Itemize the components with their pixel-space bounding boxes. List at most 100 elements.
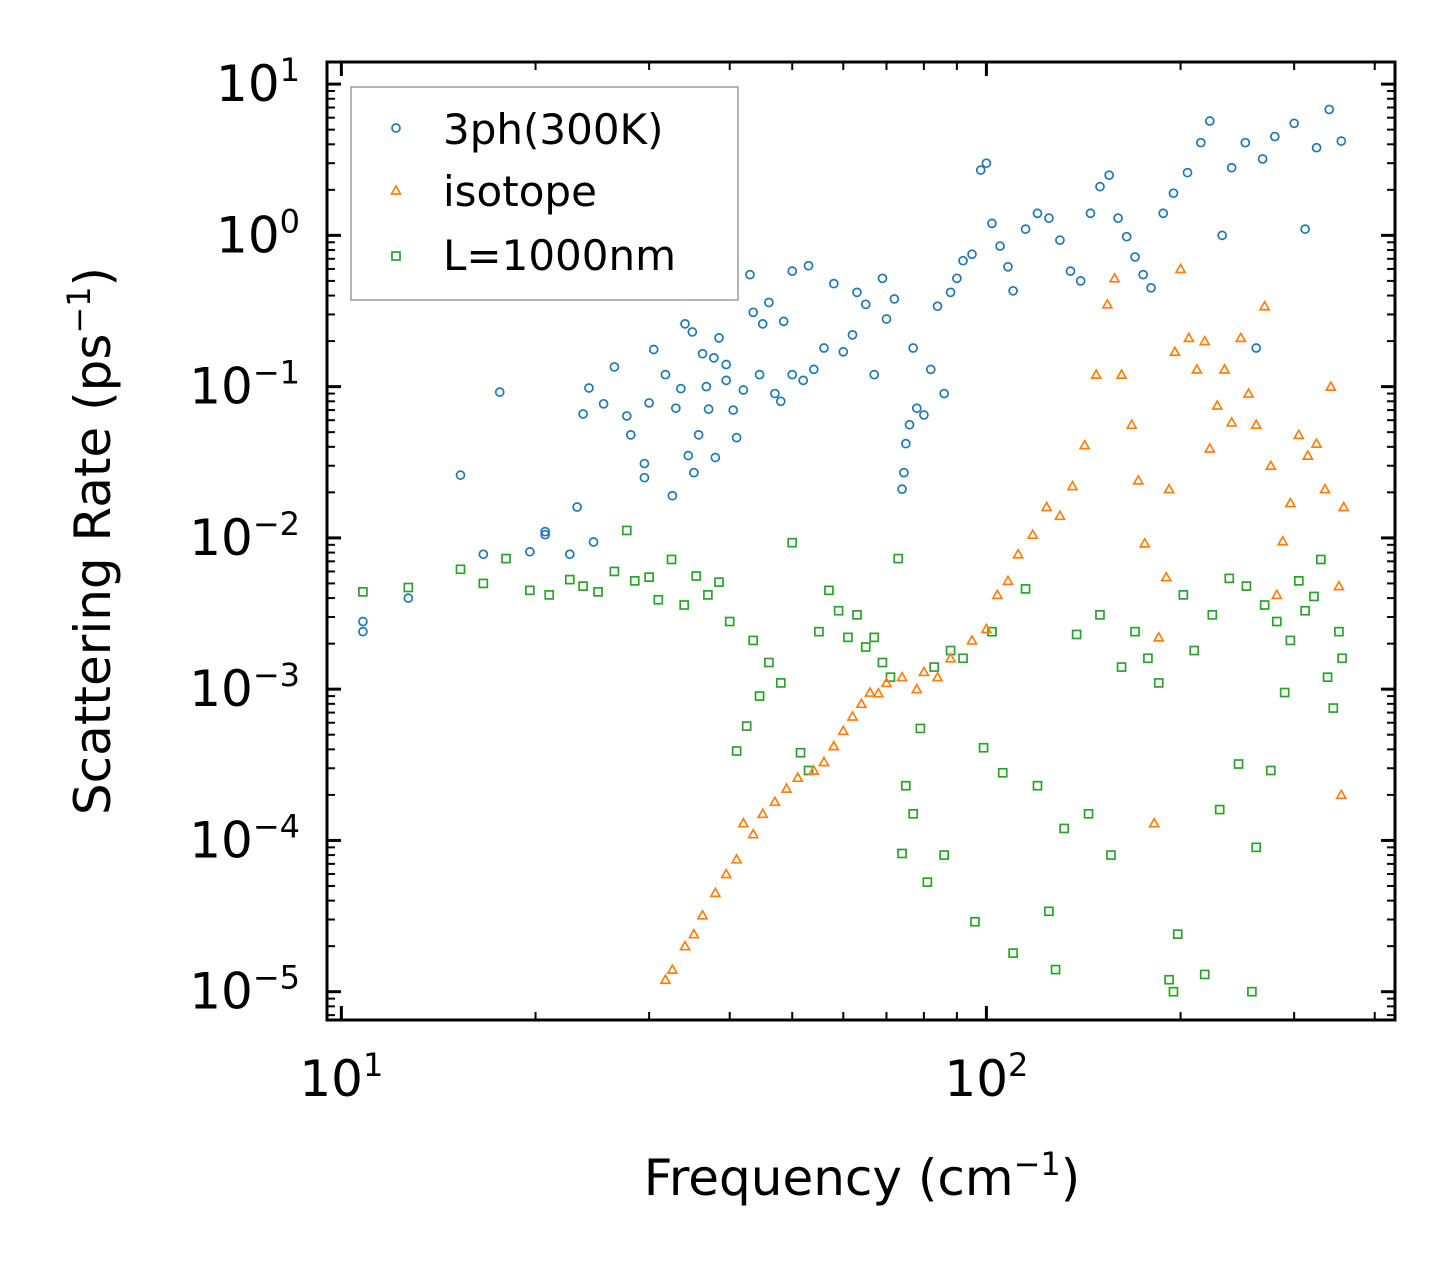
triangle-point xyxy=(1138,537,1151,548)
triangle-point xyxy=(1152,631,1165,642)
circle-point xyxy=(900,438,911,449)
square-point xyxy=(869,632,880,643)
square-point xyxy=(609,566,620,577)
circle-point xyxy=(1003,261,1013,272)
circle-point xyxy=(1195,137,1206,148)
square-point xyxy=(1143,653,1153,664)
circle-point xyxy=(754,369,765,380)
circle-point xyxy=(660,369,671,380)
circle-point xyxy=(787,266,798,277)
circle-point xyxy=(701,381,712,392)
triangle-point xyxy=(696,909,709,920)
square-point xyxy=(621,525,632,536)
circle-point xyxy=(787,369,798,380)
circle-point xyxy=(869,369,880,380)
circle-point xyxy=(670,403,681,414)
square-point xyxy=(691,571,702,581)
circle-point xyxy=(1055,235,1065,245)
circle-point xyxy=(639,472,650,483)
circle-point xyxy=(621,411,632,421)
legend-label-isotope: isotope xyxy=(443,167,597,216)
triangle-point xyxy=(1026,528,1039,540)
circle-point xyxy=(847,329,858,340)
circle-point xyxy=(403,593,414,603)
circle-point xyxy=(703,404,714,414)
square-point xyxy=(403,582,414,593)
square-point xyxy=(1071,629,1082,640)
triangle-point xyxy=(1319,482,1332,494)
triangle-point xyxy=(1101,298,1114,309)
circle-point xyxy=(1044,213,1054,223)
circle-point xyxy=(911,403,922,414)
circle-point xyxy=(693,430,704,440)
triangle-point xyxy=(880,676,893,688)
circle-point xyxy=(1204,116,1215,126)
circle-point xyxy=(697,348,708,359)
square-point xyxy=(997,767,1008,778)
circle-point xyxy=(775,396,786,407)
circle-point xyxy=(778,316,789,327)
circle-point xyxy=(358,616,368,627)
circle-point xyxy=(683,450,694,461)
square-point xyxy=(1271,616,1282,627)
square-point xyxy=(915,723,926,734)
square-point xyxy=(1316,554,1326,565)
circle-point xyxy=(1168,188,1179,199)
triangle-point xyxy=(1002,574,1014,586)
circle-point xyxy=(1130,252,1140,262)
square-point xyxy=(1224,573,1235,584)
circle-point xyxy=(757,319,768,329)
square-point xyxy=(1008,948,1018,958)
triangle-point xyxy=(1168,345,1181,357)
series-square xyxy=(358,525,1347,997)
square-point xyxy=(922,877,933,887)
square-point xyxy=(970,916,980,927)
circle-point xyxy=(358,626,368,637)
square-point xyxy=(724,616,735,627)
square-point xyxy=(1095,609,1105,620)
legend-frame xyxy=(350,86,739,301)
circle-point xyxy=(1182,167,1193,178)
circle-point xyxy=(648,344,659,355)
circle-point xyxy=(908,343,919,353)
triangle-point xyxy=(872,686,885,698)
triangle-point xyxy=(1292,428,1305,440)
triangle-point xyxy=(720,867,733,879)
square-point xyxy=(893,553,904,564)
circle-point xyxy=(728,405,739,415)
legend-marker-3ph xyxy=(391,123,401,133)
circle-point xyxy=(1146,282,1156,293)
square-point xyxy=(578,581,588,591)
square-point xyxy=(544,590,555,600)
circle-point xyxy=(987,218,997,229)
circle-point xyxy=(995,241,1005,251)
circle-point xyxy=(852,287,862,298)
square-point xyxy=(1164,974,1174,985)
square-point xyxy=(1116,662,1127,672)
triangle-point xyxy=(1335,788,1348,800)
triangle-point xyxy=(1174,262,1187,274)
circle-point xyxy=(598,398,609,409)
triangle-point xyxy=(1078,438,1091,450)
triangle-point xyxy=(1012,547,1025,559)
circle-point xyxy=(625,430,636,440)
circle-point xyxy=(1251,343,1262,353)
square-point xyxy=(775,678,786,688)
square-point xyxy=(877,657,888,668)
circle-point xyxy=(689,467,699,478)
circle-point xyxy=(967,249,977,260)
circle-point xyxy=(958,255,968,266)
triangle-point xyxy=(931,670,944,682)
circle-point xyxy=(540,529,551,540)
triangle-point xyxy=(864,686,876,697)
circle-point xyxy=(540,526,551,537)
triangle-point xyxy=(827,739,840,751)
legend-marker-l1000nm xyxy=(391,251,401,261)
square-point xyxy=(1285,635,1296,646)
triangle-point xyxy=(709,886,722,898)
circle-point xyxy=(714,333,724,343)
square-point xyxy=(1259,600,1270,610)
circle-point xyxy=(1121,231,1132,242)
y-axis-title: Scattering Rate (ps−1) xyxy=(60,267,122,815)
x-tick-label: 102 xyxy=(944,1046,1028,1108)
